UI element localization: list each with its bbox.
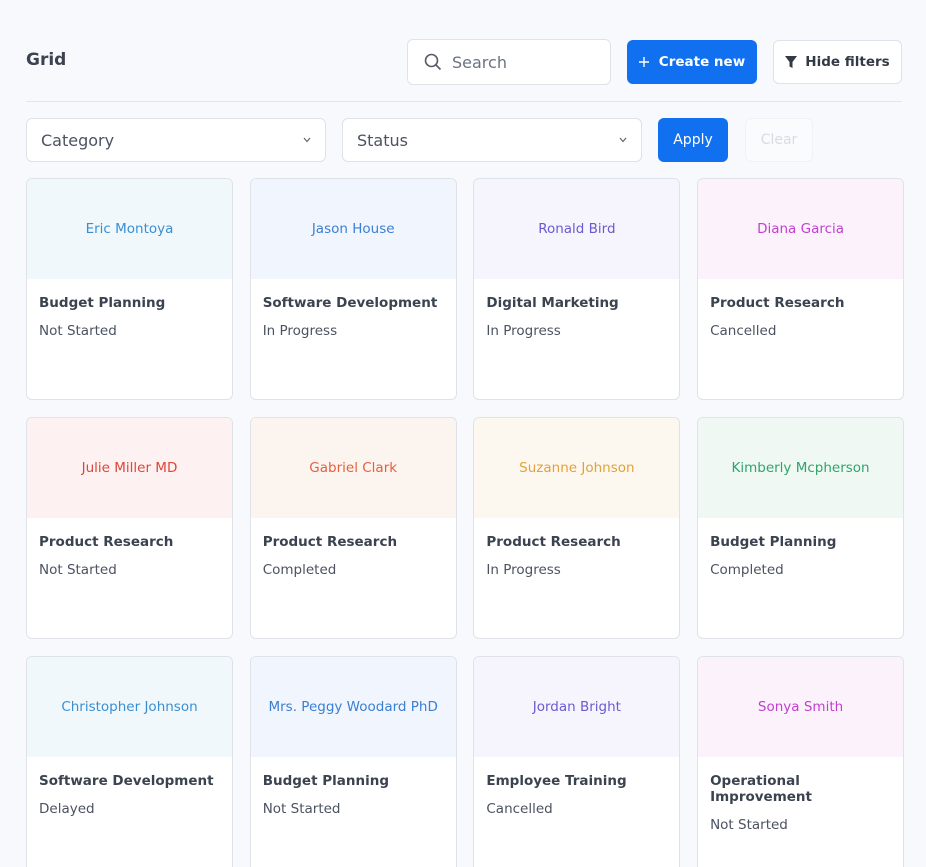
page-title: Grid (26, 50, 67, 70)
card-name: Gabriel Clark (250, 418, 456, 518)
card-status: In Progress (486, 323, 561, 339)
card-project: Product Research (486, 534, 621, 550)
card-project: Budget Planning (39, 295, 166, 311)
card[interactable]: Kimberly Mcpherson Budget Planning Complet… (697, 417, 905, 639)
create-button[interactable]: Create new (627, 40, 757, 84)
card[interactable]: Christopher Johnson Software Development D… (26, 656, 233, 867)
filter-icon (785, 55, 798, 68)
hide-filters-button[interactable]: Hide filters (773, 40, 902, 84)
card-status: In Progress (262, 323, 338, 339)
chevron (619, 137, 627, 143)
card[interactable]: Eric Montoya Budget Planning Not Started (26, 178, 233, 400)
clear-button[interactable]: Clear (745, 118, 813, 162)
card-project: Product Research (710, 295, 845, 311)
card-project: Employee Training (486, 773, 627, 789)
search-input[interactable]: Search (407, 39, 611, 85)
card-name: Jordan Bright (474, 657, 680, 757)
card-status: In Progress (486, 562, 561, 578)
card[interactable]: Diana Garcia Product Research Cancelled (697, 178, 905, 400)
card-status: Not Started (39, 562, 117, 578)
card-status: Cancelled (486, 801, 553, 817)
status-label: Status (357, 130, 408, 150)
card-status: Cancelled (710, 323, 777, 339)
hide-filters-label: Hide filters (805, 54, 890, 70)
card-status: Not Started (262, 801, 341, 817)
card-name: Kimberly Mcpherson (698, 418, 904, 518)
card[interactable]: Mrs. Peggy Woodard PhD Budget Planning Not… (249, 656, 457, 867)
card-status: Completed (262, 562, 337, 578)
card-name: Julie Miller MD (27, 418, 232, 518)
card-name: Ronald Bird (474, 179, 680, 279)
card-project: Digital Marketing (486, 295, 619, 311)
search-placeholder: Search (452, 52, 507, 72)
card-grid: Eric Montoya Budget Planning Not Started Ja… (26, 178, 905, 867)
card-status: Not Started (710, 817, 788, 833)
card-project: Budget Planning (262, 773, 389, 789)
chevron (303, 137, 311, 143)
card-status: Completed (710, 562, 784, 578)
card-status: Delayed (39, 801, 95, 817)
card[interactable]: Ronald Bird Digital Marketing In Progress (473, 178, 681, 400)
card-name: Diana Garcia (698, 179, 904, 279)
create-label: Create new (658, 54, 746, 70)
card-name: Jason House (250, 179, 456, 279)
card-project: Software Development (262, 295, 438, 311)
card[interactable]: Julie Miller MD Product Research Not Start… (26, 417, 233, 639)
divider (26, 101, 902, 102)
search-icon (424, 53, 442, 71)
card-project: Product Research (39, 534, 174, 550)
card[interactable]: Suzanne Johnson Product Research In Progre… (473, 417, 681, 639)
card[interactable]: Gabriel Clark Product Research Completed (249, 417, 457, 639)
card-project: Software Development (39, 773, 214, 789)
card-project: Operational Improvement (710, 773, 812, 805)
category-label: Category (41, 130, 115, 150)
card-name: Mrs. Peggy Woodard PhD (250, 657, 456, 757)
card-name: Suzanne Johnson (474, 418, 680, 518)
card-status: Not Started (39, 323, 117, 339)
apply-button[interactable]: Apply (658, 118, 728, 162)
card[interactable]: Jason House Software Development In Progre… (249, 178, 457, 400)
plus-icon (638, 57, 649, 67)
card-project: Product Research (262, 534, 398, 550)
card[interactable]: Jordan Bright Employee Training Cancelled (473, 656, 681, 867)
card-name: Eric Montoya (27, 179, 232, 279)
card-name: Sonya Smith (698, 657, 904, 757)
status-select[interactable]: Status (342, 118, 642, 162)
category-select[interactable]: Category (26, 118, 326, 162)
card-project: Budget Planning (710, 534, 837, 550)
card-name: Christopher Johnson (27, 657, 232, 757)
card[interactable]: Sonya Smith Operational Improvement Not St… (697, 656, 905, 867)
